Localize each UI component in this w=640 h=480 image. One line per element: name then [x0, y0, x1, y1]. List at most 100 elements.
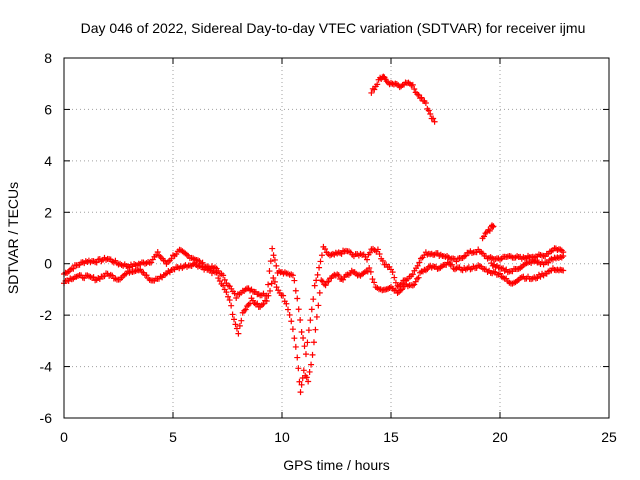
data-point: [409, 81, 416, 88]
y-tick-label: 6: [44, 101, 52, 117]
data-point: [313, 313, 320, 320]
data-point: [270, 275, 277, 282]
data-point: [90, 274, 97, 281]
data-point: [268, 280, 275, 287]
data-point: [366, 264, 373, 271]
data-point: [294, 295, 301, 302]
x-tick-label: 20: [492, 429, 508, 445]
data-point: [368, 89, 375, 96]
data-point: [93, 259, 100, 266]
data-point: [322, 282, 329, 289]
data-point: [412, 278, 419, 285]
data-point: [148, 259, 155, 266]
data-point: [228, 302, 235, 309]
data-point: [311, 282, 318, 289]
data-point: [289, 272, 296, 279]
data-point: [314, 271, 321, 278]
data-point: [325, 278, 332, 285]
data-point: [414, 275, 421, 282]
data-point: [220, 282, 227, 289]
data-point: [319, 278, 326, 285]
data-point: [306, 368, 313, 375]
y-tick-label: -6: [40, 410, 53, 426]
data-point: [430, 115, 437, 122]
data-point: [305, 378, 312, 385]
data-point: [154, 249, 161, 256]
data-point: [310, 339, 317, 346]
data-point: [296, 378, 303, 385]
data-point: [308, 306, 315, 313]
data-point: [270, 252, 277, 259]
data-point: [302, 351, 309, 358]
data-point: [416, 259, 423, 266]
data-point: [254, 300, 261, 307]
axes: 0 5 10 15 20 25 -6 -4 -2 0 2 4 6 8: [40, 50, 617, 445]
data-point: [292, 287, 299, 294]
data-point: [273, 284, 280, 291]
data-point: [242, 306, 249, 313]
data-point: [260, 300, 267, 307]
data-point: [235, 330, 242, 337]
data-point: [220, 272, 227, 279]
data-point: [286, 311, 293, 318]
data-point: [411, 281, 418, 288]
data-point: [374, 246, 381, 253]
data-point: [431, 118, 438, 125]
data-point: [490, 223, 497, 230]
data-point: [284, 306, 291, 313]
y-tick-label: 8: [44, 50, 52, 66]
data-point: [367, 268, 374, 275]
data-point: [271, 278, 278, 285]
data-point: [486, 227, 493, 234]
data-point: [391, 274, 398, 281]
y-tick-label: 0: [44, 256, 52, 272]
data-point: [221, 276, 228, 283]
data-point: [422, 267, 429, 274]
data-point: [223, 289, 230, 296]
data-point: [415, 92, 422, 99]
data-point: [233, 294, 240, 301]
data-point: [446, 260, 453, 267]
data-point: [560, 267, 567, 274]
data-point: [225, 293, 232, 300]
data-point: [310, 296, 317, 303]
data-point: [291, 335, 298, 342]
data-point: [271, 256, 278, 263]
data-point: [309, 351, 316, 358]
data-point: [300, 367, 307, 374]
data-point: [374, 81, 381, 88]
data-point: [265, 281, 272, 288]
y-tick-label: 2: [44, 204, 52, 220]
data-point: [389, 269, 396, 276]
data-point: [316, 289, 323, 296]
data-point: [213, 269, 220, 276]
data-point: [231, 290, 238, 297]
data-point: [305, 327, 312, 334]
data-point: [298, 329, 305, 336]
data-point: [537, 273, 544, 280]
data-point: [232, 321, 239, 328]
data-point: [308, 361, 315, 368]
data-point: [265, 292, 272, 299]
data-point: [415, 274, 422, 281]
data-point: [297, 317, 304, 324]
data-point: [269, 245, 276, 252]
data-point: [301, 343, 308, 350]
data-point: [316, 264, 323, 271]
data-point: [322, 246, 329, 253]
data-point: [231, 316, 238, 323]
data-point: [70, 265, 77, 272]
data-point: [427, 111, 434, 118]
data-point: [295, 306, 302, 313]
data-point: [364, 256, 371, 263]
x-axis-title: GPS time / hours: [283, 457, 390, 473]
data-point: [411, 86, 418, 93]
data-point: [313, 277, 320, 284]
data-point: [379, 257, 386, 264]
data-point: [437, 264, 444, 271]
data-point: [376, 251, 383, 258]
data-point: [335, 272, 342, 279]
data-point: [238, 317, 245, 324]
data-series: [61, 73, 567, 396]
data-point: [229, 311, 236, 318]
